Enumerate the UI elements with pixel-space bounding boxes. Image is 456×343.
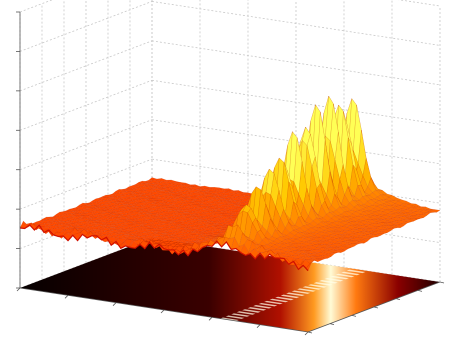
x-tick: [64, 295, 69, 299]
floor-ridge-stripe: [291, 290, 311, 294]
surface-facet: [381, 229, 391, 233]
x-tick: [16, 287, 21, 292]
grid-line: [19, 1, 153, 52]
y-tick: [351, 314, 357, 317]
axis-frame: [16, 11, 445, 336]
floor-ridge-stripe: [324, 278, 344, 282]
surface-facet: [388, 227, 398, 229]
grid-line: [151, 40, 441, 86]
floor-ridge-stripe: [264, 300, 283, 305]
floor-ridge-stripe: [341, 271, 360, 276]
floor-ridge-stripe: [280, 294, 300, 299]
floor-ridge-stripe: [247, 307, 267, 311]
floor-ridge-stripe: [236, 311, 256, 315]
floor-ridge-stripe: [319, 280, 338, 284]
surface-facet: [368, 234, 378, 238]
surface-facet: [361, 238, 372, 242]
grid-line: [151, 1, 441, 46]
surface-facet: [398, 222, 408, 227]
surface-facet: [306, 260, 315, 269]
y-tick: [329, 323, 335, 326]
floor-ridge-stripe: [269, 298, 289, 303]
floor-ridge-stripe: [302, 286, 322, 290]
surface-facet: [329, 252, 338, 255]
floor-ridge-stripe: [225, 315, 245, 319]
surface-facet: [391, 225, 401, 229]
surface-facet: [335, 249, 345, 253]
surface-facet: [348, 243, 359, 247]
floor-ridge-stripe: [231, 313, 250, 317]
grid-line: [19, 158, 153, 210]
floor-ridge-stripe: [242, 309, 261, 313]
surface-facet: [378, 231, 388, 235]
floor-ridge-stripe: [308, 284, 327, 288]
y-tick: [373, 306, 379, 309]
y-tick: [417, 289, 423, 292]
surface-facet: [427, 209, 437, 213]
floor-ridge-stripe: [258, 303, 278, 307]
surface-facet: [395, 224, 405, 229]
x-tick: [256, 324, 261, 328]
y-tick: [439, 281, 445, 284]
surface-mesh: [19, 95, 441, 272]
floor-ridge-stripe: [253, 305, 272, 309]
x-tick: [208, 317, 213, 321]
surface-facet: [312, 258, 322, 263]
floor-ridge-stripe: [330, 275, 349, 280]
surface-facet: [309, 259, 318, 264]
floor-ridge-stripe: [286, 292, 305, 296]
x-tick: [160, 309, 165, 314]
surface-facet: [319, 257, 328, 260]
floor-ridge-stripe: [313, 282, 333, 286]
floor-ridge-stripe: [275, 296, 294, 301]
grid-line: [19, 119, 153, 171]
grid-line: [19, 40, 153, 92]
x-tick: [112, 302, 117, 306]
floor-ridge-stripe: [220, 317, 239, 321]
floor-ridge-stripe: [346, 269, 366, 274]
y-tick: [395, 298, 401, 301]
grid-line: [151, 79, 441, 125]
grid-line: [19, 79, 153, 131]
floor-heatmap: [20, 238, 440, 332]
floor-ridge-stripe: [297, 288, 316, 292]
floor-ridge-stripe: [335, 273, 355, 278]
surface-front-edge: [19, 223, 309, 272]
x-tick: [304, 331, 309, 336]
floor-plane: [20, 238, 440, 332]
y-tick: [307, 331, 313, 334]
